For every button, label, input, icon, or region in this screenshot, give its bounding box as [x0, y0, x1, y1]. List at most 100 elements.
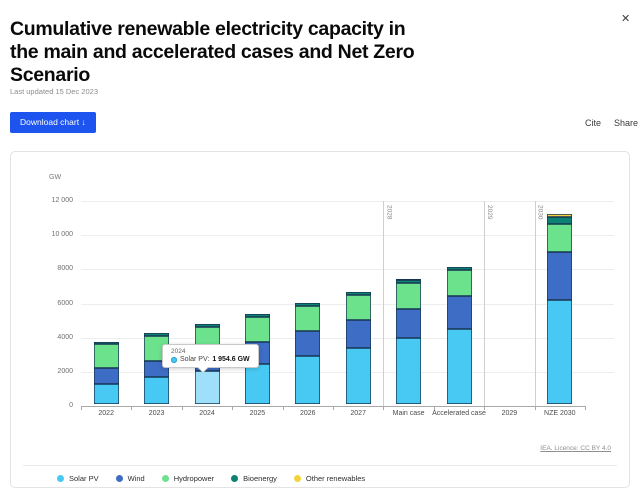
bar-segment-bioenergy[interactable]: [396, 279, 422, 283]
bar-segment-solar-pv[interactable]: [547, 299, 573, 404]
bar-segment-bioenergy[interactable]: [194, 324, 220, 327]
x-tick-label: NZE 2030: [544, 410, 576, 417]
last-updated-text: Last updated 15 Dec 2023: [10, 87, 98, 96]
legend-dot-icon: [115, 474, 123, 482]
y-tick-label: 4000: [57, 333, 73, 341]
x-axis-tick: [383, 406, 385, 410]
legend-label: Solar PV: [69, 473, 99, 483]
bar-segment-hydropower[interactable]: [295, 306, 321, 332]
bar-segment-hydropower[interactable]: [396, 282, 422, 309]
scenario-line-label: 2029: [486, 205, 494, 220]
chart-tooltip: 2024 Solar PV: 1 954.6 GW: [162, 344, 259, 372]
bar-segment-wind[interactable]: [446, 296, 472, 330]
x-axis-tick: [333, 406, 334, 410]
bar-segment-bioenergy[interactable]: [446, 267, 472, 271]
bar-accelerated-case: [446, 266, 472, 404]
bar-segment-hydropower[interactable]: [345, 295, 371, 321]
page-title: Cumulative renewable electricity capacit…: [10, 18, 500, 87]
tooltip-series-label: Solar PV:: [180, 356, 210, 363]
x-axis-tick: [433, 406, 435, 410]
page-title-line3: Scenario: [10, 64, 90, 87]
bar-segment-solar-pv[interactable]: [93, 384, 119, 404]
close-icon[interactable]: ✕: [621, 13, 631, 25]
x-tick-label: 2025: [249, 410, 266, 417]
tooltip-arrow: [198, 367, 208, 372]
bar-segment-bioenergy[interactable]: [295, 303, 321, 307]
download-chart-button[interactable]: Download chart ↓: [10, 112, 96, 133]
scenario-line-label: 2030: [536, 205, 544, 220]
bar-segment-hydropower[interactable]: [244, 316, 270, 342]
x-tick-label: Main case: [392, 410, 425, 417]
cite-link[interactable]: Cite: [584, 118, 601, 128]
y-tick-label: 8000: [57, 265, 73, 273]
bar-segment-solar-pv[interactable]: [144, 377, 170, 404]
bar-segment-wind[interactable]: [396, 308, 422, 339]
bar-segment-solar-pv[interactable]: [194, 370, 220, 404]
bar-segment-wind[interactable]: [295, 331, 321, 356]
scenario-line: [484, 201, 486, 406]
x-tick-label: 2024: [199, 410, 215, 417]
chart-legend: Solar PV Wind Hydropower Bioenergy Other ren…: [57, 472, 365, 484]
licence-link[interactable]: IEA. Licence: CC BY 4.0: [540, 445, 611, 452]
legend-item-hydropower[interactable]: Hydropower: [161, 473, 215, 483]
x-tick-label: 2026: [300, 410, 316, 417]
bar-segment-hydropower[interactable]: [93, 344, 119, 369]
cite-share-links: Cite Share: [585, 118, 638, 128]
bar-main-case: [396, 279, 422, 404]
legend-label: Wind: [127, 473, 145, 483]
bar-segment-solar-pv[interactable]: [446, 329, 472, 404]
legend-label: Hydropower: [173, 473, 215, 483]
chart-card: GW 0 2000 4000 6000 8000 10 000 12 000 2028 2029…: [10, 151, 630, 488]
legend-item-wind[interactable]: Wind: [115, 473, 145, 483]
bar-segment-solar-pv[interactable]: [244, 363, 270, 404]
legend-dot-icon: [161, 474, 169, 482]
legend-item-solar-pv[interactable]: Solar PV: [57, 474, 99, 483]
bar-segment-hydropower[interactable]: [547, 223, 573, 253]
legend-item-other-renewables[interactable]: Other renewables: [293, 474, 365, 483]
x-axis-tick: [131, 406, 133, 410]
bar-segment-wind[interactable]: [93, 368, 119, 385]
bar-segment-bioenergy[interactable]: [93, 341, 119, 345]
x-axis-tick: [534, 406, 536, 410]
legend-divider: [23, 465, 617, 466]
bar-segment-bioenergy[interactable]: [547, 217, 573, 224]
y-gridline: [81, 235, 614, 237]
solar-pv-dot-icon: [171, 356, 177, 363]
x-axis-tick: [585, 406, 586, 410]
x-tick-label: 2022: [98, 410, 114, 417]
y-gridline: [81, 201, 614, 202]
x-tick-label: 2029: [501, 410, 518, 417]
scenario-line: [383, 201, 385, 406]
bar-segment-wind[interactable]: [547, 252, 573, 300]
legend-dot-icon: [57, 474, 64, 482]
y-tick-label: 10 000: [51, 231, 73, 239]
x-axis-tick: [484, 406, 486, 410]
y-gridline: [81, 269, 614, 271]
bar-nze-2030: [547, 214, 573, 404]
tooltip-row: Solar PV: 1 954.6 GW: [171, 356, 250, 363]
scenario-line: [534, 201, 536, 406]
legend-item-bioenergy[interactable]: Bioenergy: [231, 474, 277, 483]
bar-2027: [345, 291, 371, 404]
scenario-line-label: 2028: [385, 205, 393, 220]
bar-segment-bioenergy[interactable]: [244, 314, 270, 317]
bar-segment-solar-pv[interactable]: [345, 347, 371, 404]
bar-segment-bioenergy[interactable]: [144, 333, 170, 336]
bar-segment-solar-pv[interactable]: [295, 355, 321, 404]
bar-segment-solar-pv[interactable]: [396, 338, 422, 404]
y-tick-label: 0: [69, 402, 73, 409]
bar-segment-wind[interactable]: [345, 320, 371, 348]
x-axis-tick: [232, 406, 234, 410]
bar-segment-other-renewables[interactable]: [547, 214, 573, 218]
x-axis-tick: [282, 406, 284, 410]
x-tick-label: Accelerated case: [432, 410, 486, 417]
download-arrow-icon: ↓: [81, 117, 86, 127]
page-title-line2: the main and accelerated cases and Net Z…: [10, 41, 415, 64]
bar-segment-hydropower[interactable]: [446, 270, 472, 297]
share-link[interactable]: Share: [613, 118, 638, 128]
bar-segment-bioenergy[interactable]: [345, 292, 371, 296]
legend-dot-icon: [231, 474, 239, 482]
y-axis-unit-label: GW: [49, 174, 62, 181]
x-tick-label: 2023: [148, 410, 165, 417]
